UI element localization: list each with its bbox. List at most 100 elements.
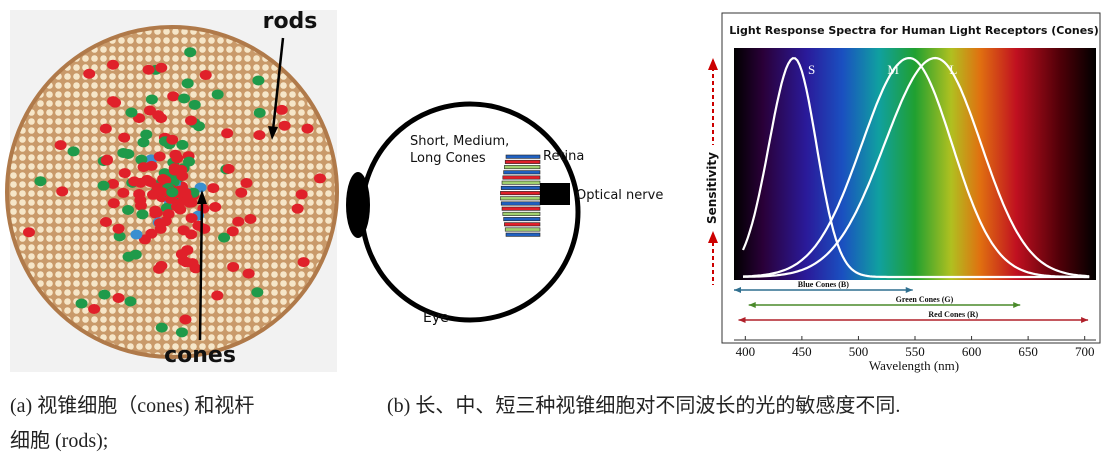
- cone-dot: [133, 189, 145, 199]
- x-tick-label: 400: [736, 344, 756, 359]
- cone-dot: [124, 296, 136, 306]
- cone-dot: [207, 183, 219, 193]
- cone-dot: [34, 176, 46, 186]
- cone-dot: [145, 229, 157, 239]
- cone-dot: [130, 230, 142, 240]
- cone-dot: [186, 213, 198, 223]
- cone-dot: [184, 47, 196, 57]
- cone-dot: [55, 140, 67, 150]
- cone-dot: [221, 128, 233, 138]
- cone-bar: [504, 171, 540, 174]
- cone-dot: [276, 105, 288, 115]
- curve-label: M: [887, 62, 899, 77]
- y-label: Sensitivity: [705, 152, 719, 224]
- cone-dot: [125, 107, 137, 117]
- caption: 细胞 (rods);: [10, 429, 108, 452]
- cone-bars: [500, 155, 540, 236]
- cone-dot: [171, 153, 183, 163]
- spectrum: [734, 48, 1096, 280]
- cone-dot: [118, 133, 130, 143]
- cone-dot: [252, 75, 264, 85]
- cone-dot: [155, 113, 167, 123]
- cone-dot: [113, 293, 125, 303]
- cone-bar: [506, 155, 540, 158]
- cone-dot: [180, 257, 192, 267]
- cone-dot: [166, 187, 178, 197]
- cone-dot: [156, 187, 168, 197]
- cone-dot: [88, 304, 100, 314]
- cone-dot: [251, 287, 263, 297]
- eye-text: Eye: [423, 310, 449, 326]
- cone-bar: [505, 160, 540, 163]
- cone-dot: [296, 189, 308, 199]
- cones-label: cones: [164, 343, 236, 368]
- cone-dot: [167, 91, 179, 101]
- cone-dot: [138, 162, 150, 172]
- x-tick-label: 450: [792, 344, 812, 359]
- cone-bar: [501, 202, 540, 205]
- cone-dot: [108, 198, 120, 208]
- lens: [346, 172, 370, 238]
- x-tick-label: 600: [962, 344, 982, 359]
- x-tick-label: 550: [905, 344, 925, 359]
- cone-dot: [209, 202, 221, 212]
- cones-text: Short, Medium,: [410, 134, 509, 149]
- cone-dot: [235, 188, 247, 198]
- cone-bar: [501, 186, 540, 189]
- cone-dot: [314, 173, 326, 183]
- cone-dot: [155, 63, 167, 73]
- optical-nerve: [540, 183, 570, 205]
- cone-dot: [185, 229, 197, 239]
- cone-dot: [122, 205, 134, 215]
- y-arrow-head: [708, 58, 718, 70]
- x-tick-label: 500: [849, 344, 869, 359]
- cone-dot: [174, 204, 186, 214]
- chart-title: Light Response Spectra for Human Light R…: [729, 24, 1099, 37]
- cone-dot: [136, 209, 148, 219]
- cone-dot: [119, 168, 131, 178]
- cone-dot: [113, 224, 125, 234]
- cone-dot: [185, 116, 197, 126]
- retina-text: Retina: [543, 149, 584, 164]
- cone-bar: [504, 165, 540, 168]
- cone-dot: [128, 176, 140, 186]
- cone-dot: [232, 217, 244, 227]
- cone-dot: [183, 157, 195, 167]
- cone-dot: [189, 100, 201, 110]
- cone-dot: [298, 257, 310, 267]
- cone-dot: [218, 233, 230, 243]
- cone-dot: [130, 250, 142, 260]
- cone-dot: [100, 217, 112, 227]
- cone-dot: [179, 314, 191, 324]
- caption: (a) 视锥细胞（cones) 和视杆: [10, 394, 254, 417]
- cone-dot: [101, 155, 113, 165]
- nerve-text: Optical nerve: [576, 188, 663, 203]
- cone-dot: [212, 89, 224, 99]
- cone-dot: [153, 264, 165, 274]
- cone-bar: [500, 191, 540, 194]
- cone-bar: [504, 223, 540, 226]
- cone-dot: [178, 93, 190, 103]
- y-arrow-head: [708, 231, 718, 243]
- figure: rods cones Short, Medium, Long Cones Ret…: [0, 0, 1103, 457]
- cone-dot: [157, 174, 169, 184]
- cone-dot: [200, 70, 212, 80]
- cone-dot: [23, 227, 35, 237]
- cone-dot: [149, 206, 161, 216]
- cone-dot: [176, 171, 188, 181]
- range-label: Blue Cones (B): [798, 280, 849, 289]
- x-tick-label: 650: [1018, 344, 1038, 359]
- cone-bar: [500, 197, 540, 200]
- cone-dot: [253, 130, 265, 140]
- x-label: Wavelength (nm): [869, 358, 959, 373]
- cone-dot: [117, 148, 129, 158]
- cone-dot: [83, 69, 95, 79]
- cone-dot: [211, 291, 223, 301]
- cone-dot: [137, 137, 149, 147]
- cone-dot: [156, 323, 168, 333]
- curve-label: S: [808, 62, 815, 77]
- cone-bar: [505, 228, 540, 231]
- curve-label: L: [949, 62, 957, 77]
- cone-dot: [301, 124, 313, 134]
- cone-dot: [143, 65, 155, 75]
